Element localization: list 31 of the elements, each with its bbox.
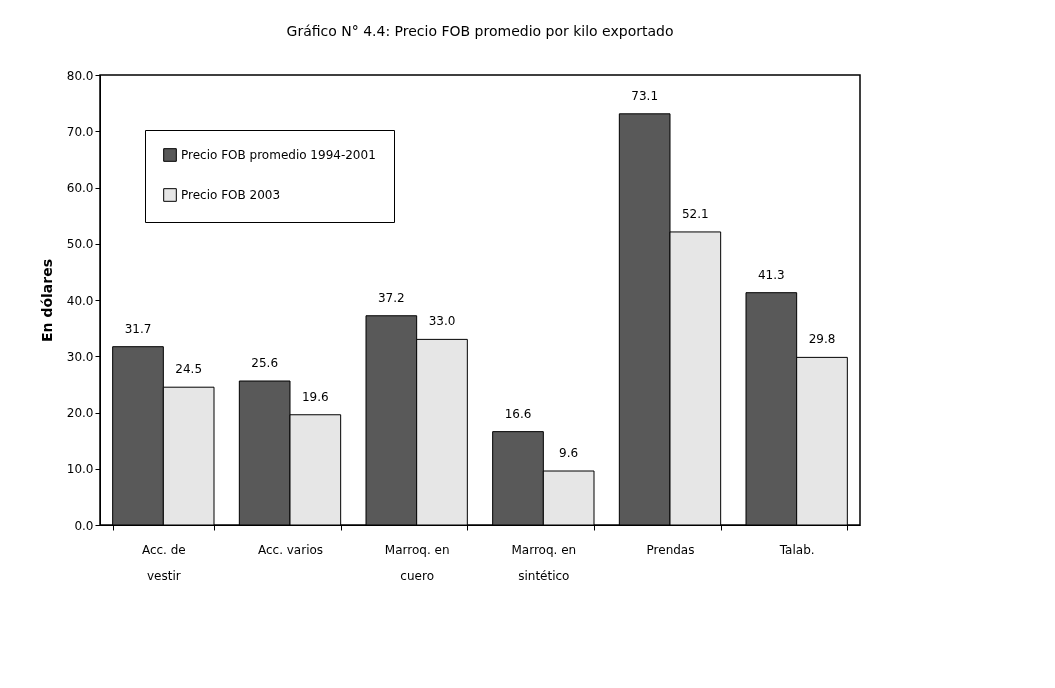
x-tick-label: Talab.: [778, 542, 815, 557]
legend-label: Precio FOB promedio 1994-2001: [181, 148, 376, 162]
y-tick-label: 70.0: [66, 124, 94, 139]
x-tick-label: Acc. varios: [257, 542, 324, 557]
x-tick-label: Prendas: [646, 542, 695, 557]
data-label: 19.6: [301, 389, 329, 404]
x-tick-label: Marroq. en cuero: [384, 542, 450, 583]
y-axis-title: En dólares: [38, 258, 55, 343]
y-tick-label: 50.0: [66, 237, 94, 252]
x-tick-label: Acc. de vestir: [141, 542, 186, 583]
data-label: 25.6: [251, 356, 279, 370]
y-tick-label: 40.0: [66, 293, 94, 308]
x-tick-label: Marroq. en sintético: [511, 542, 577, 583]
data-label: 73.1: [631, 88, 659, 103]
legend-label: Precio FOB 2003: [181, 188, 281, 202]
data-label: 52.1: [681, 206, 709, 221]
y-tick-label: 30.0: [66, 349, 94, 364]
data-label: 16.6: [504, 406, 532, 421]
data-label: 41.3: [757, 267, 785, 282]
y-tick-label: 10.0: [66, 462, 94, 477]
data-label: 37.2: [377, 290, 405, 305]
chart-title: Gráfico N° 4.4: Precio FOB promedio por kilo exportado: [286, 23, 674, 39]
y-tick-label: 0.0: [74, 518, 94, 533]
data-label: 24.5: [175, 362, 203, 377]
y-tick-label: 60.0: [66, 181, 94, 195]
y-tick-label: 80.0: [66, 68, 94, 83]
data-label: 31.7: [124, 321, 152, 336]
data-label: 33.0: [428, 314, 456, 329]
data-label: 29.8: [808, 332, 836, 347]
y-tick-label: 20.0: [66, 406, 94, 420]
data-label: 9.6: [559, 446, 579, 460]
